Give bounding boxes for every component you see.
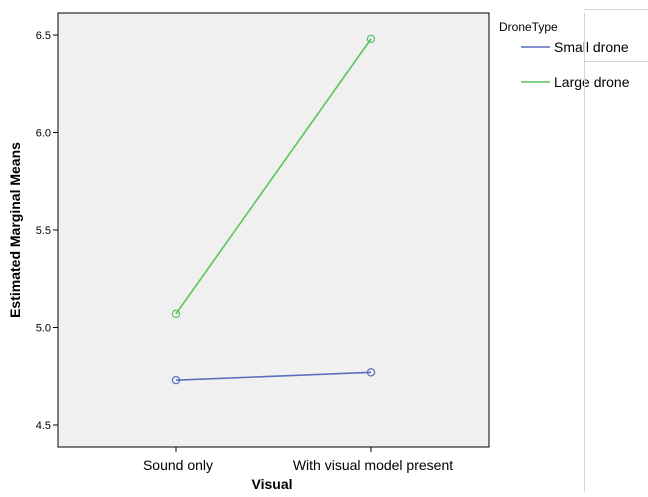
series-point (366, 34, 376, 44)
legend-title: DroneType (499, 20, 558, 34)
x-axis-label: Visual (252, 476, 293, 492)
series-layer (171, 34, 376, 385)
legend-frame-top (584, 9, 648, 10)
x-tick-label: With visual model present (293, 457, 453, 473)
y-axis-label: Estimated Marginal Means (7, 142, 23, 318)
y-tick-label: 4.5 (36, 420, 51, 432)
series-line (175, 371, 372, 381)
legend: DroneType Small drone Large drone (499, 20, 630, 90)
legend-label: Small drone (554, 39, 629, 55)
x-axis: Sound only With visual model present (143, 447, 453, 473)
x-tick-label: Sound only (143, 457, 213, 473)
series-point (171, 309, 181, 319)
legend-frame-vertical (584, 13, 585, 492)
legend-label: Large drone (554, 74, 630, 90)
y-tick-label: 6.5 (36, 30, 51, 42)
series-point (171, 375, 181, 385)
series-line (175, 38, 372, 315)
y-tick-label: 5.5 (36, 225, 51, 237)
y-tick-label: 5.0 (36, 323, 51, 335)
series-point (366, 368, 376, 377)
y-axis: 4.5 5.0 5.5 6.0 6.5 (36, 30, 58, 432)
legend-frame-mid (584, 61, 648, 62)
plot-area (57, 12, 490, 448)
y-tick-label: 6.0 (36, 128, 51, 140)
